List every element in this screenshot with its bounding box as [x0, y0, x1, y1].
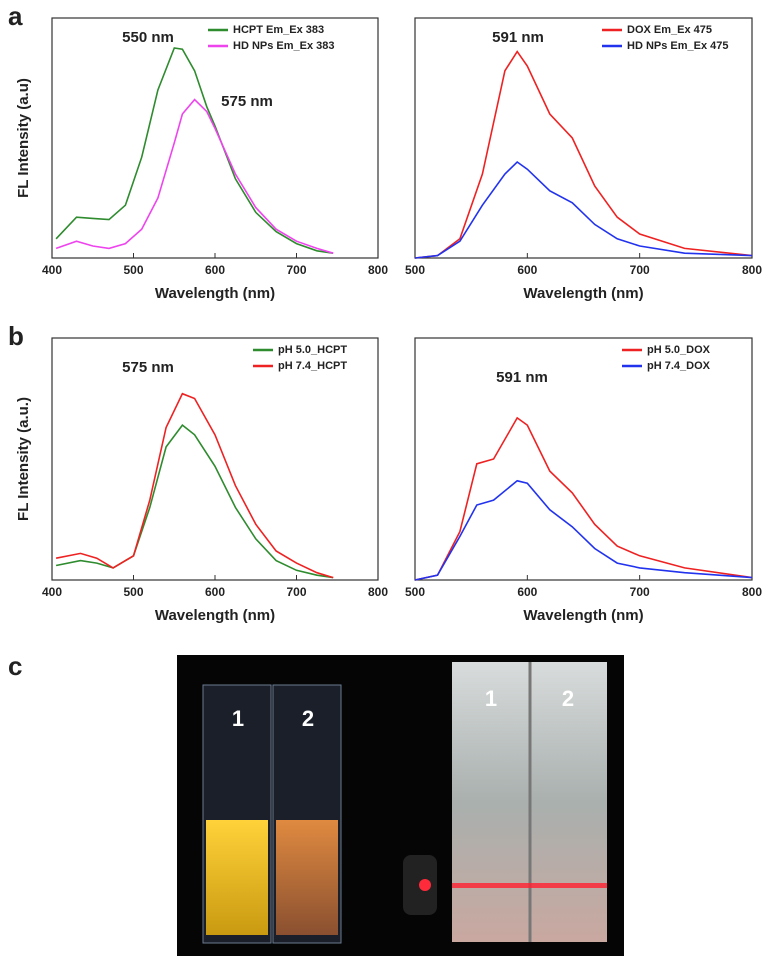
series-line — [414, 50, 753, 259]
x-tick-label: 800 — [742, 263, 762, 277]
cuvette-label: 1 — [232, 706, 244, 731]
x-tick-label: 700 — [286, 263, 306, 277]
x-tick-label: 700 — [286, 585, 306, 599]
panel-label: b — [8, 321, 24, 351]
legend-label: HCPT Em_Ex 383 — [233, 24, 324, 36]
plot-frame — [414, 17, 753, 259]
panel-label: c — [8, 651, 22, 681]
panel-label: a — [8, 1, 23, 31]
series-line — [414, 416, 753, 581]
legend-label: pH 7.4_HCPT — [278, 360, 347, 372]
x-tick-label: 600 — [205, 585, 225, 599]
legend-label: DOX Em_Ex 475 — [627, 24, 712, 36]
plot-frame — [51, 337, 379, 581]
photo: 1 2 1 2 — [177, 655, 624, 956]
x-tick-label: 500 — [405, 585, 425, 599]
x-tick-label: 600 — [517, 585, 537, 599]
x-axis-label: Wavelength (nm) — [155, 285, 275, 302]
x-tick-label: 700 — [630, 263, 650, 277]
series-line — [55, 47, 334, 254]
series-line — [55, 98, 334, 254]
annotation: 591 nm — [496, 369, 548, 386]
x-tick-label: 500 — [123, 263, 143, 277]
legend-label: pH 5.0_DOX — [647, 344, 711, 356]
annotation: 575 nm — [122, 359, 174, 376]
x-axis-label: Wavelength (nm) — [155, 607, 275, 624]
cuvette-label: 1 — [485, 686, 497, 711]
solution — [206, 820, 268, 935]
x-tick-label: 500 — [405, 263, 425, 277]
x-axis-label: Wavelength (nm) — [523, 607, 643, 624]
y-axis-label: FL Intensity (a.u) — [15, 78, 32, 198]
x-axis-label: Wavelength (nm) — [523, 285, 643, 302]
series-line — [414, 479, 753, 581]
solution — [276, 820, 338, 935]
plot-frame — [414, 337, 753, 581]
legend-label: pH 7.4_DOX — [647, 360, 711, 372]
series-line — [55, 423, 334, 579]
annotation: 591 nm — [492, 29, 544, 46]
legend-label: HD NPs Em_Ex 475 — [627, 40, 729, 52]
legend-label: HD NPs Em_Ex 383 — [233, 40, 335, 52]
legend-label: pH 5.0_HCPT — [278, 344, 347, 356]
x-tick-label: 800 — [368, 263, 388, 277]
series-line — [414, 160, 753, 259]
x-tick-label: 700 — [630, 585, 650, 599]
plot-frame — [51, 17, 379, 259]
y-axis-label: FL Intensity (a.u.) — [15, 397, 32, 521]
x-tick-label: 500 — [123, 585, 143, 599]
cuvette-label: 2 — [562, 686, 574, 711]
annotation: 575 nm — [221, 93, 273, 110]
x-tick-label: 600 — [205, 263, 225, 277]
laser-beam — [452, 883, 607, 888]
x-tick-label: 800 — [742, 585, 762, 599]
x-tick-label: 400 — [42, 585, 62, 599]
x-tick-label: 400 — [42, 263, 62, 277]
x-tick-label: 600 — [517, 263, 537, 277]
annotation: 550 nm — [122, 29, 174, 46]
cuvette-label: 2 — [302, 706, 314, 731]
series-line — [55, 392, 334, 579]
x-tick-label: 800 — [368, 585, 388, 599]
laser-spot — [419, 879, 431, 891]
